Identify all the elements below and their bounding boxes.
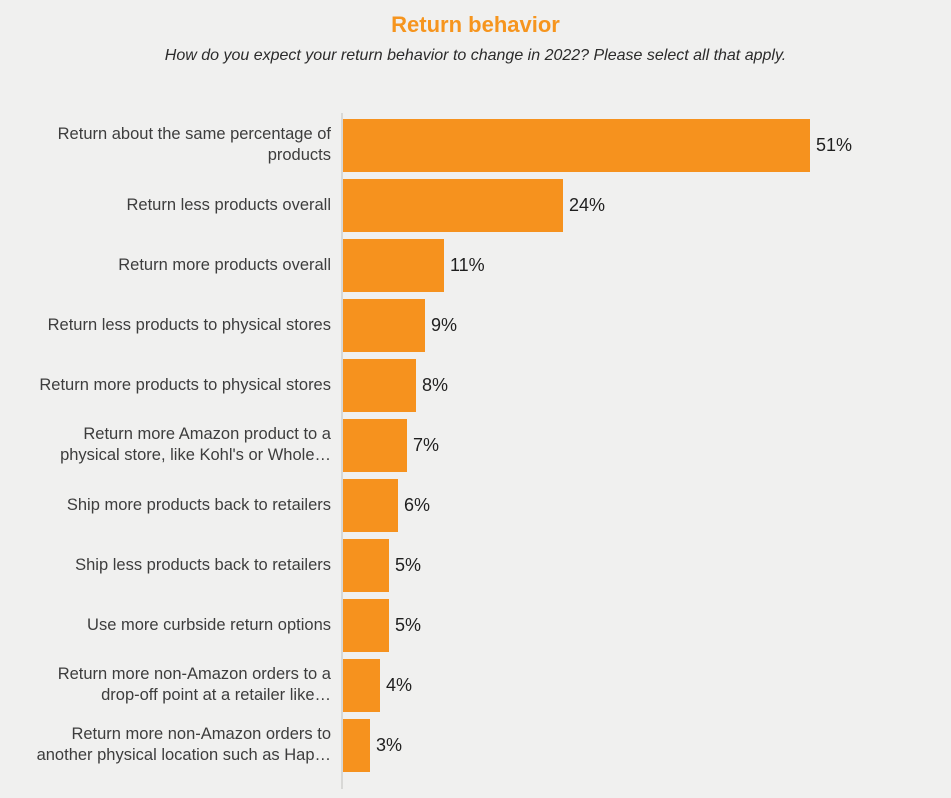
- chart-subtitle: How do you expect your return behavior t…: [164, 47, 787, 64]
- bar: [343, 118, 810, 172]
- bar-track: 9%: [343, 295, 951, 355]
- value-label: 11%: [450, 254, 485, 275]
- category-label: Return less products overall: [126, 195, 331, 214]
- category-label: Return less products to physical stores: [47, 315, 331, 334]
- category-label: Return more products overall: [118, 255, 331, 274]
- bar-chart: Return about the same percentage of prod…: [0, 113, 951, 789]
- bar-row: Return more products to physical stores …: [0, 355, 951, 415]
- value-label: 24%: [569, 194, 606, 215]
- value-label: 3%: [376, 734, 403, 755]
- value-label: 6%: [404, 494, 431, 515]
- bar-row: Return more products overall 11%: [0, 235, 951, 295]
- bar-row: Return about the same percentage of prod…: [0, 115, 951, 175]
- bar-track: 7%: [343, 415, 951, 475]
- bar: [343, 538, 389, 592]
- bar: [343, 238, 444, 292]
- value-label: 51%: [816, 134, 853, 155]
- bar: [343, 478, 398, 532]
- category-label: Return more products to physical stores: [39, 375, 331, 394]
- bar-row: Use more curbside return options 5%: [0, 595, 951, 655]
- bar-track: 51%: [343, 115, 951, 175]
- bar-row: Return less products to physical stores …: [0, 295, 951, 355]
- bar-track: 5%: [343, 535, 951, 595]
- bar-row: Return less products overall 24%: [0, 175, 951, 235]
- bar-track: 8%: [343, 355, 951, 415]
- category-label: Ship more products back to retailers: [66, 495, 331, 514]
- category-label: Return more non-Amazon orders to a drop-…: [57, 665, 331, 704]
- bar-track: 6%: [343, 475, 951, 535]
- value-label: 5%: [395, 614, 422, 635]
- category-label: Ship less products back to retailers: [75, 555, 331, 574]
- bar: [343, 718, 370, 772]
- bar-track: 3%: [343, 715, 951, 775]
- y-axis-line: [341, 113, 343, 789]
- bar-row: Return more non-Amazon orders to a drop-…: [0, 655, 951, 715]
- bar-track: 5%: [343, 595, 951, 655]
- bar-rows: Return about the same percentage of prod…: [0, 115, 951, 775]
- value-label: 4%: [386, 674, 413, 695]
- category-label: Return about the same percentage of prod…: [57, 125, 331, 164]
- category-label: Use more curbside return options: [87, 615, 331, 634]
- category-label: Return more Amazon product to a physical…: [60, 425, 331, 464]
- bar: [343, 658, 380, 712]
- bar-track: 11%: [343, 235, 951, 295]
- value-label: 7%: [413, 434, 440, 455]
- bar-row: Ship less products back to retailers 5%: [0, 535, 951, 595]
- category-label: Return more non-Amazon orders to another…: [36, 725, 331, 764]
- bar-row: Return more non-Amazon orders to another…: [0, 715, 951, 775]
- bar-row: Return more Amazon product to a physical…: [0, 415, 951, 475]
- bar-track: 4%: [343, 655, 951, 715]
- value-label: 5%: [395, 554, 422, 575]
- bar: [343, 298, 425, 352]
- value-label: 8%: [422, 374, 449, 395]
- bar: [343, 358, 416, 412]
- bar: [343, 598, 389, 652]
- bar: [343, 178, 563, 232]
- bar-row: Ship more products back to retailers 6%: [0, 475, 951, 535]
- bar: [343, 418, 407, 472]
- bar-track: 24%: [343, 175, 951, 235]
- value-label: 9%: [431, 314, 458, 335]
- chart-title: Return behavior: [391, 12, 560, 37]
